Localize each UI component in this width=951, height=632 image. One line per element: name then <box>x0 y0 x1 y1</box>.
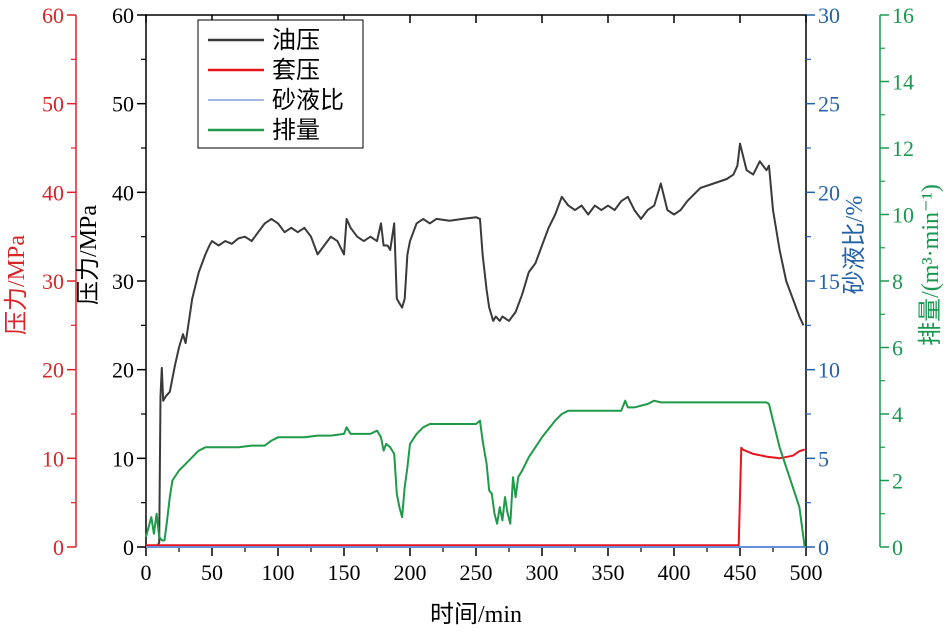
y-tick-label: 5 <box>818 446 829 471</box>
y-tick-label: 14 <box>892 70 914 95</box>
y-axis-pressure_left: 0 10 20 30 40 50 60 <box>42 3 77 560</box>
x-tick-label: 200 <box>394 560 427 585</box>
y-axis-flow_rate: 0 2 4 6 8 10 12 14 16 <box>879 3 914 560</box>
legend-label: 套压 <box>272 57 320 84</box>
y-tick-label: 30 <box>112 269 134 294</box>
y-tick-label: 50 <box>112 92 134 117</box>
x-tick-label: 250 <box>460 560 493 585</box>
y-tick-label: 10 <box>42 446 64 471</box>
x-tick-label: 350 <box>592 560 625 585</box>
y-tick-label: 25 <box>818 92 840 117</box>
legend-label: 砂液比 <box>272 87 344 114</box>
x-axis: 0 50 100 150 200 250 300 350 400 450 500 <box>141 15 823 585</box>
series-line-套压 <box>146 446 806 547</box>
y-tick-label: 10 <box>818 358 840 383</box>
x-tick-label: 0 <box>141 560 152 585</box>
x-tick-label: 150 <box>328 560 361 585</box>
y-tick-label: 20 <box>818 180 840 205</box>
y-tick-label: 0 <box>892 535 903 560</box>
y-tick-label: 2 <box>892 469 903 494</box>
y-tick-label: 20 <box>42 358 64 383</box>
y-axis-pressure_inner: 0 10 20 30 40 50 60 <box>112 3 146 560</box>
x-tick-label: 300 <box>526 560 559 585</box>
y-tick-label: 30 <box>818 3 840 28</box>
y-tick-label: 20 <box>112 358 134 383</box>
y-tick-label: 0 <box>123 535 134 560</box>
x-tick-label: 450 <box>724 560 757 585</box>
y-tick-label: 60 <box>112 3 134 28</box>
y-axis-title-sand-ratio: 砂液比/% <box>841 196 868 295</box>
y-axis-sand_ratio: 0 5 10 15 20 25 30 <box>806 3 840 560</box>
x-tick-label: 500 <box>790 560 823 585</box>
y-tick-label: 40 <box>42 180 64 205</box>
y-tick-label: 10 <box>892 203 914 228</box>
x-tick-label: 50 <box>201 560 223 585</box>
series-line-油压 <box>146 142 805 548</box>
y-tick-label: 50 <box>42 92 64 117</box>
x-tick-label: 400 <box>658 560 691 585</box>
y-tick-label: 8 <box>892 269 903 294</box>
legend-label: 排量 <box>272 117 320 144</box>
legend-box <box>197 19 364 149</box>
y-tick-label: 60 <box>42 3 64 28</box>
y-tick-label: 40 <box>112 180 134 205</box>
y-axis-title-left: 压力/MPa <box>3 235 30 335</box>
y-axis-title-inner: 压力/MPa <box>75 205 102 305</box>
y-tick-label: 0 <box>53 535 64 560</box>
y-tick-label: 4 <box>892 402 903 427</box>
y-tick-label: 6 <box>892 336 903 361</box>
y-tick-label: 15 <box>818 269 840 294</box>
y-tick-label: 16 <box>892 3 914 28</box>
x-tick-label: 100 <box>262 560 295 585</box>
y-tick-label: 0 <box>818 535 829 560</box>
y-tick-label: 30 <box>42 269 64 294</box>
y-tick-label: 10 <box>112 446 134 471</box>
series-line-排量 <box>145 399 806 548</box>
legend-label: 油压 <box>272 27 320 54</box>
y-tick-label: 12 <box>892 136 914 161</box>
x-axis-title: 时间/min <box>430 601 522 628</box>
y-axis-title-flow-rate: 排量/(m³·min⁻¹) <box>917 184 944 346</box>
